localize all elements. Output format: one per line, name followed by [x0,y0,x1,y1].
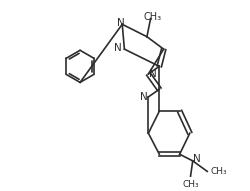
Text: CH₃: CH₃ [182,180,198,189]
Text: N: N [140,92,147,102]
Text: N: N [148,69,156,79]
Text: N: N [192,154,200,164]
Text: N: N [116,18,124,28]
Text: CH₃: CH₃ [210,167,227,176]
Text: CH₃: CH₃ [143,12,161,22]
Text: N: N [114,43,122,53]
